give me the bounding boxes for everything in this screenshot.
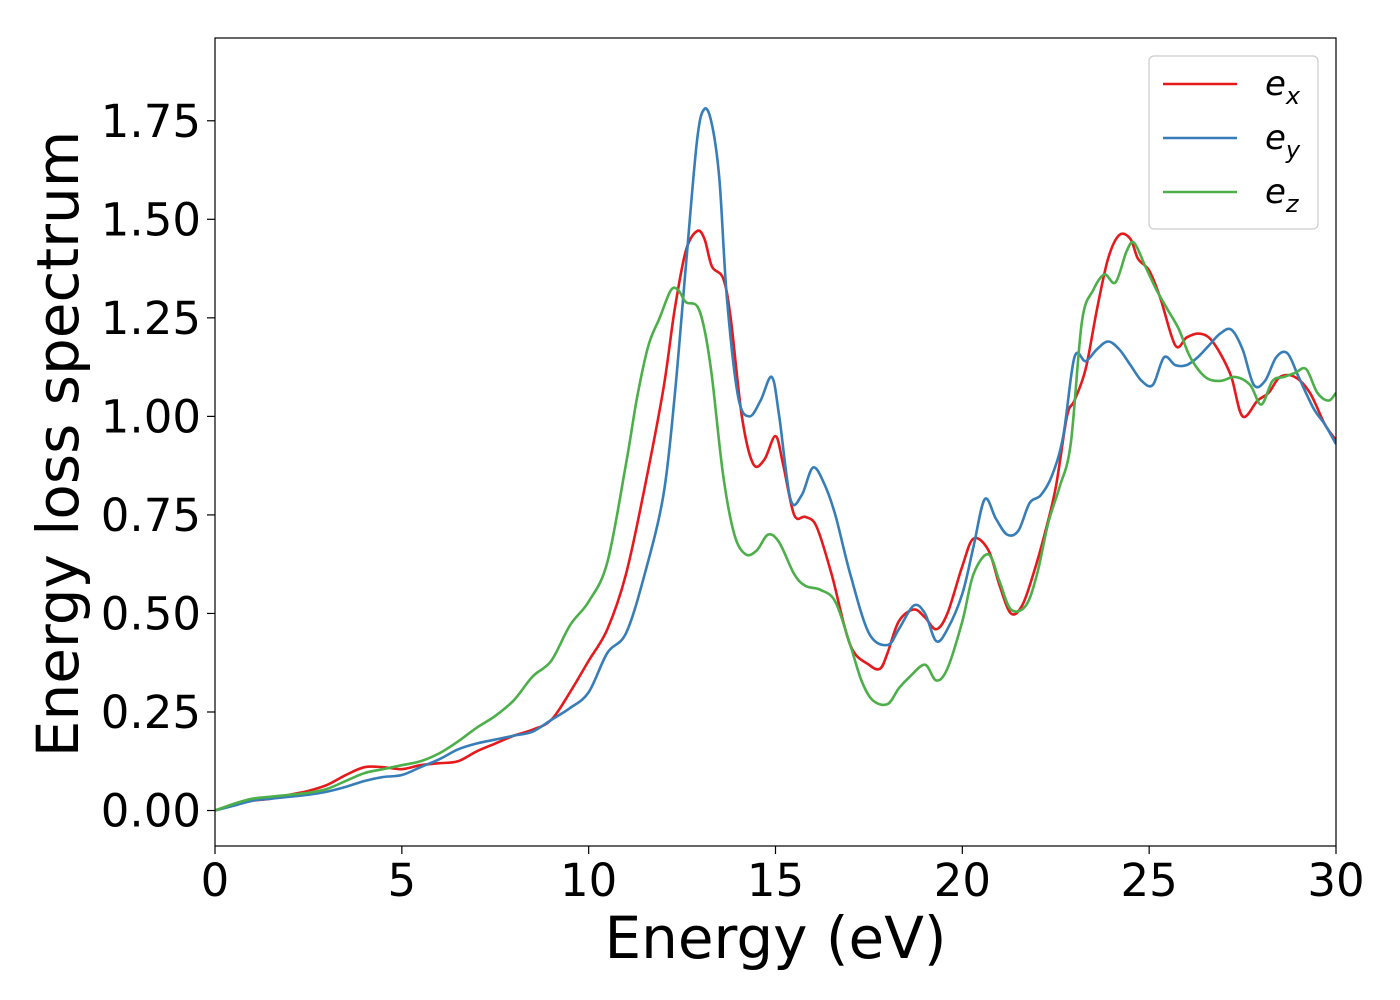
x-axis: 0 5 10 15 20 25 30	[201, 846, 1365, 907]
legend-box	[1148, 55, 1319, 230]
x-tick-label: 20	[934, 854, 991, 907]
series-layer	[215, 107, 1336, 812]
y-tick-label: 1.75	[101, 95, 201, 148]
x-tick-label: 25	[1121, 854, 1178, 907]
legend-label-z: ez	[1265, 172, 1300, 218]
legend-label-y: ey	[1265, 118, 1301, 164]
series-line-y	[215, 107, 1336, 812]
legend: ex ey ez	[1148, 55, 1319, 230]
x-axis-title: Energy (eV)	[604, 904, 946, 972]
y-axis: 0.00 0.25 0.50 0.75 1.00 1.25 1.50 1.75	[101, 95, 215, 838]
x-tick-label: 10	[560, 854, 617, 907]
x-tick-label: 5	[388, 854, 417, 907]
y-tick-label: 0.25	[101, 686, 201, 739]
x-tick-label: 15	[747, 854, 804, 907]
y-axis-title: Energy loss spectrum	[24, 131, 92, 757]
x-tick-label: 30	[1307, 854, 1364, 907]
y-tick-label: 1.50	[101, 193, 201, 246]
y-tick-label: 1.25	[101, 292, 201, 345]
y-tick-label: 0.00	[101, 785, 201, 838]
y-tick-label: 0.75	[101, 489, 201, 542]
series-line-z	[215, 240, 1336, 812]
series-line-x	[215, 229, 1336, 812]
legend-label-x: ex	[1265, 64, 1301, 110]
x-tick-label: 0	[201, 854, 230, 907]
y-tick-label: 1.00	[101, 390, 201, 443]
y-tick-label: 0.50	[101, 587, 201, 640]
